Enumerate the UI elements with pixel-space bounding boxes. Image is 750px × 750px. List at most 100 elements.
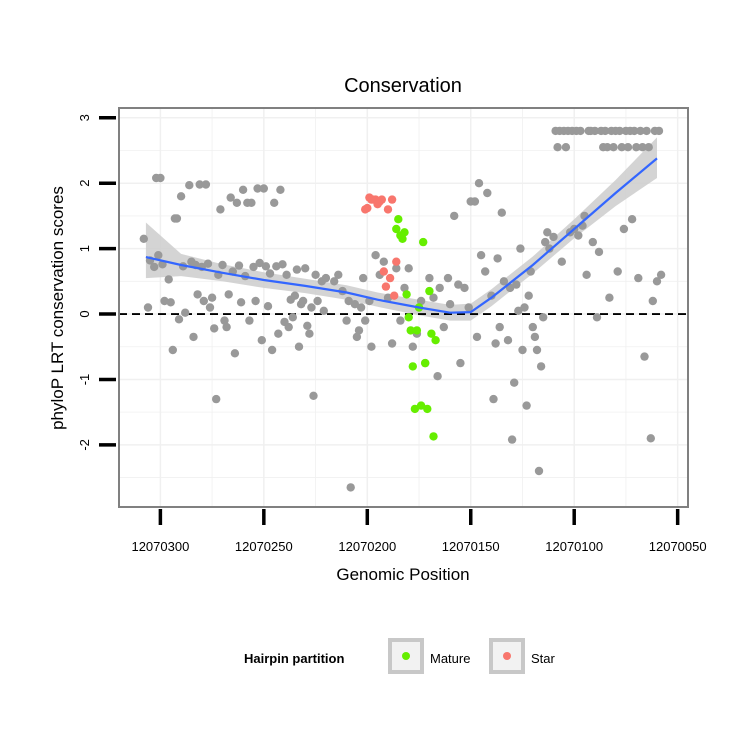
- point-other: [150, 262, 159, 272]
- point-other: [164, 275, 173, 284]
- point-other: [207, 293, 217, 302]
- point-other: [481, 267, 490, 276]
- point-other: [493, 254, 502, 263]
- point-other: [334, 270, 343, 279]
- point-other: [400, 283, 409, 293]
- point-other: [174, 315, 184, 324]
- point-other: [172, 214, 182, 223]
- point-other: [491, 339, 500, 348]
- point-other: [456, 358, 465, 368]
- point-other: [588, 237, 597, 247]
- point-other: [276, 185, 285, 194]
- point-star: [379, 267, 388, 276]
- point-other: [619, 224, 629, 234]
- point-other: [216, 205, 225, 214]
- chart-title: Conservation: [344, 75, 462, 97]
- point-other: [435, 283, 444, 293]
- point-other: [605, 293, 614, 302]
- point-other: [489, 394, 498, 404]
- point-other: [253, 184, 262, 193]
- y-tick-label: 1: [77, 245, 92, 252]
- point-mature: [429, 432, 438, 441]
- point-other: [290, 291, 300, 300]
- point-other: [464, 303, 473, 312]
- legend-key-star-dot: [503, 652, 511, 660]
- point-other: [230, 349, 240, 358]
- point-other: [450, 211, 459, 221]
- point-other: [636, 126, 645, 136]
- y-tick-label: 2: [77, 180, 92, 187]
- point-mature: [419, 237, 428, 247]
- point-mature: [406, 326, 415, 335]
- point-other: [224, 290, 233, 299]
- point-other: [648, 296, 657, 306]
- point-other: [371, 251, 380, 260]
- point-other: [495, 322, 504, 332]
- point-other: [199, 296, 208, 306]
- point-other: [274, 329, 283, 338]
- point-star: [381, 282, 391, 291]
- point-other: [236, 298, 246, 307]
- legend-key-mature-dot: [402, 652, 410, 660]
- point-other: [627, 215, 637, 224]
- point-other: [303, 321, 312, 330]
- y-tick-label: -1: [77, 374, 92, 386]
- point-other: [232, 198, 242, 207]
- point-other: [247, 198, 256, 207]
- point-other: [249, 262, 258, 272]
- point-other: [181, 308, 190, 317]
- point-other: [576, 126, 585, 136]
- point-other: [470, 197, 480, 206]
- point-other: [319, 306, 328, 315]
- point-other: [557, 257, 566, 266]
- point-other: [524, 291, 533, 300]
- point-other: [195, 180, 204, 189]
- point-other: [176, 192, 186, 201]
- point-other: [305, 329, 314, 338]
- point-other: [617, 143, 626, 152]
- legend: Hairpin partition Mature Star: [244, 638, 556, 674]
- point-other: [344, 296, 353, 306]
- point-other: [541, 237, 550, 247]
- axes-layer: -2 -1 0 1 2 3 12070300 12070250 12070200 12070150…: [77, 114, 707, 554]
- point-other: [350, 300, 360, 309]
- point-other: [507, 435, 517, 444]
- point-other: [642, 126, 651, 136]
- point-mature: [412, 326, 422, 335]
- point-mature: [398, 234, 407, 243]
- point-other: [528, 322, 537, 332]
- point-other: [520, 303, 529, 312]
- point-other: [654, 126, 664, 136]
- point-other: [210, 324, 219, 333]
- point-other: [443, 273, 453, 283]
- point-other: [193, 290, 202, 299]
- point-other: [263, 302, 273, 311]
- point-other: [311, 270, 320, 279]
- legend-item-star: Star: [489, 638, 556, 674]
- point-other: [640, 352, 649, 361]
- point-other: [530, 332, 540, 342]
- point-other: [352, 332, 362, 342]
- point-mature: [423, 404, 432, 414]
- point-other: [623, 143, 633, 152]
- point-other: [307, 303, 316, 312]
- point-other: [539, 313, 548, 322]
- point-other: [259, 184, 268, 193]
- point-other: [476, 251, 486, 260]
- point-other: [139, 234, 148, 243]
- point-other: [189, 332, 198, 342]
- point-other: [638, 143, 647, 152]
- point-other: [545, 244, 554, 253]
- point-star: [392, 257, 401, 266]
- legend-label-mature: Mature: [430, 651, 470, 666]
- point-star: [363, 203, 372, 213]
- point-other: [309, 391, 318, 400]
- point-mature: [425, 286, 434, 296]
- point-other: [301, 264, 310, 273]
- point-other: [439, 322, 448, 332]
- point-other: [532, 345, 542, 355]
- point-other: [503, 336, 513, 345]
- point-other: [168, 345, 177, 355]
- point-other: [483, 188, 492, 198]
